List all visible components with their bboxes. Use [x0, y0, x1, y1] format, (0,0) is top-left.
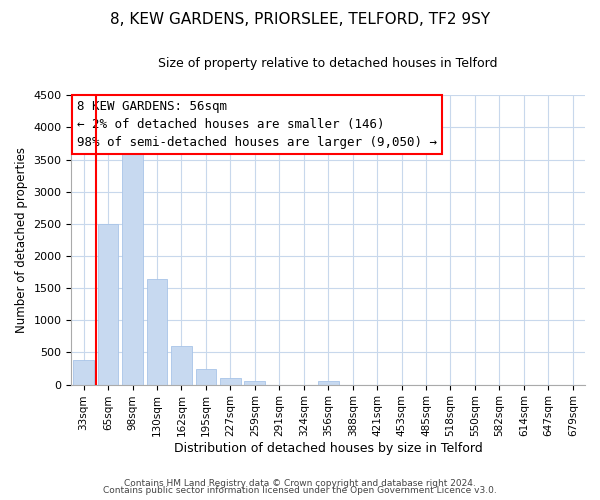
- Bar: [73, 360, 94, 384]
- Y-axis label: Number of detached properties: Number of detached properties: [15, 147, 28, 333]
- Bar: [171, 346, 192, 385]
- Bar: [146, 278, 167, 384]
- Bar: [318, 380, 338, 384]
- Bar: [98, 224, 118, 384]
- Text: Contains public sector information licensed under the Open Government Licence v3: Contains public sector information licen…: [103, 486, 497, 495]
- Text: Contains HM Land Registry data © Crown copyright and database right 2024.: Contains HM Land Registry data © Crown c…: [124, 478, 476, 488]
- X-axis label: Distribution of detached houses by size in Telford: Distribution of detached houses by size …: [174, 442, 482, 455]
- Text: 8 KEW GARDENS: 56sqm
← 2% of detached houses are smaller (146)
98% of semi-detac: 8 KEW GARDENS: 56sqm ← 2% of detached ho…: [77, 100, 437, 148]
- Bar: [196, 369, 217, 384]
- Title: Size of property relative to detached houses in Telford: Size of property relative to detached ho…: [158, 58, 498, 70]
- Text: 8, KEW GARDENS, PRIORSLEE, TELFORD, TF2 9SY: 8, KEW GARDENS, PRIORSLEE, TELFORD, TF2 …: [110, 12, 490, 28]
- Bar: [244, 380, 265, 384]
- Bar: [220, 378, 241, 384]
- Bar: [122, 144, 143, 384]
